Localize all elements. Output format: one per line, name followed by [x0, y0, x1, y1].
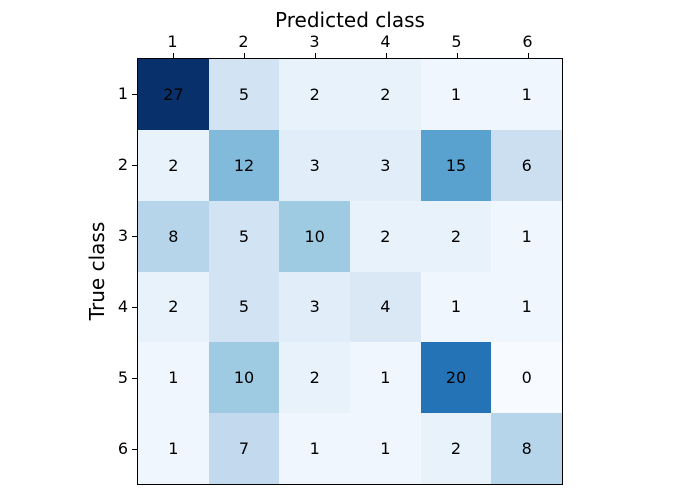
y-tick-mark [132, 378, 137, 380]
matrix-cell-r4-c1: 2 [138, 271, 209, 343]
matrix-cell-r1-c5: 1 [420, 59, 492, 130]
matrix-cell-r1-c6: 1 [491, 59, 562, 130]
y-tick-label-1: 1 [117, 83, 128, 103]
matrix-cell-r5-c4: 1 [349, 342, 421, 414]
x-tick-label-3: 3 [309, 32, 320, 51]
matrix-cell-r2-c6: 6 [491, 129, 562, 201]
matrix-cell-r4-c3: 3 [279, 271, 350, 343]
x-tick-mark [527, 53, 529, 58]
matrix-cell-r1-c1: 27 [138, 59, 209, 130]
matrix-cell-r5-c1: 1 [138, 342, 209, 414]
y-tick-label-2: 2 [117, 154, 128, 174]
matrix-cell-r5-c5: 20 [420, 342, 492, 414]
x-axis-title: Predicted class [275, 8, 425, 32]
y-tick-mark [132, 449, 137, 451]
x-tick-label-2: 2 [238, 32, 249, 51]
matrix-cell-r5-c2: 10 [208, 342, 280, 414]
y-tick-mark [132, 164, 137, 166]
x-tick-label-4: 4 [380, 32, 391, 51]
matrix-cell-r2-c5: 15 [420, 129, 492, 201]
matrix-cell-r2-c1: 2 [138, 129, 209, 201]
matrix-cell-r3-c2: 5 [208, 200, 280, 272]
matrix-cell-r1-c2: 5 [208, 59, 280, 130]
matrix-cell-r3-c6: 1 [491, 200, 562, 272]
y-tick-label-3: 3 [117, 225, 128, 245]
y-tick-mark [132, 307, 137, 309]
matrix-cell-r4-c6: 1 [491, 271, 562, 343]
matrix-cell-r4-c5: 1 [420, 271, 492, 343]
x-tick-mark [243, 53, 245, 58]
x-tick-label-1: 1 [167, 32, 178, 51]
matrix-cell-r6-c3: 1 [279, 413, 350, 484]
x-tick-label-5: 5 [451, 32, 462, 51]
matrix-cell-r6-c5: 2 [420, 413, 492, 484]
matrix-cell-r5-c3: 2 [279, 342, 350, 414]
y-tick-label-4: 4 [117, 297, 128, 317]
matrix-cell-r3-c4: 2 [349, 200, 421, 272]
matrix-cell-r6-c1: 1 [138, 413, 209, 484]
matrix-cell-r6-c2: 7 [208, 413, 280, 484]
matrix-cell-r1-c3: 2 [279, 59, 350, 130]
matrix-cell-r1-c4: 2 [349, 59, 421, 130]
matrix-cell-r3-c5: 2 [420, 200, 492, 272]
matrix-cell-r2-c3: 3 [279, 129, 350, 201]
matrix-cell-r4-c4: 4 [349, 271, 421, 343]
matrix-cell-r3-c3: 10 [279, 200, 350, 272]
x-tick-mark [456, 53, 458, 58]
matrix-cell-r2-c4: 3 [349, 129, 421, 201]
x-tick-mark [172, 53, 174, 58]
matrix-cell-r6-c4: 1 [349, 413, 421, 484]
x-tick-label-6: 6 [522, 32, 533, 51]
matrix-cell-r2-c2: 12 [208, 129, 280, 201]
y-tick-mark [132, 93, 137, 95]
x-tick-mark [385, 53, 387, 58]
x-tick-mark [314, 53, 316, 58]
y-tick-label-6: 6 [117, 439, 128, 459]
y-tick-mark [132, 235, 137, 237]
y-tick-label-5: 5 [117, 368, 128, 388]
matrix-cell-r3-c1: 8 [138, 200, 209, 272]
heatmap-plot: 27 5 2 2 1 1 2 12 3 3 15 6 8 5 10 2 2 1 2 5 3 4 1 1 1 10 2 1 20 0 1 7 1 1… [137, 58, 563, 485]
matrix-cell-r6-c6: 8 [491, 413, 562, 484]
matrix-cell-r5-c6: 0 [491, 342, 562, 414]
matrix-cell-r4-c2: 5 [208, 271, 280, 343]
